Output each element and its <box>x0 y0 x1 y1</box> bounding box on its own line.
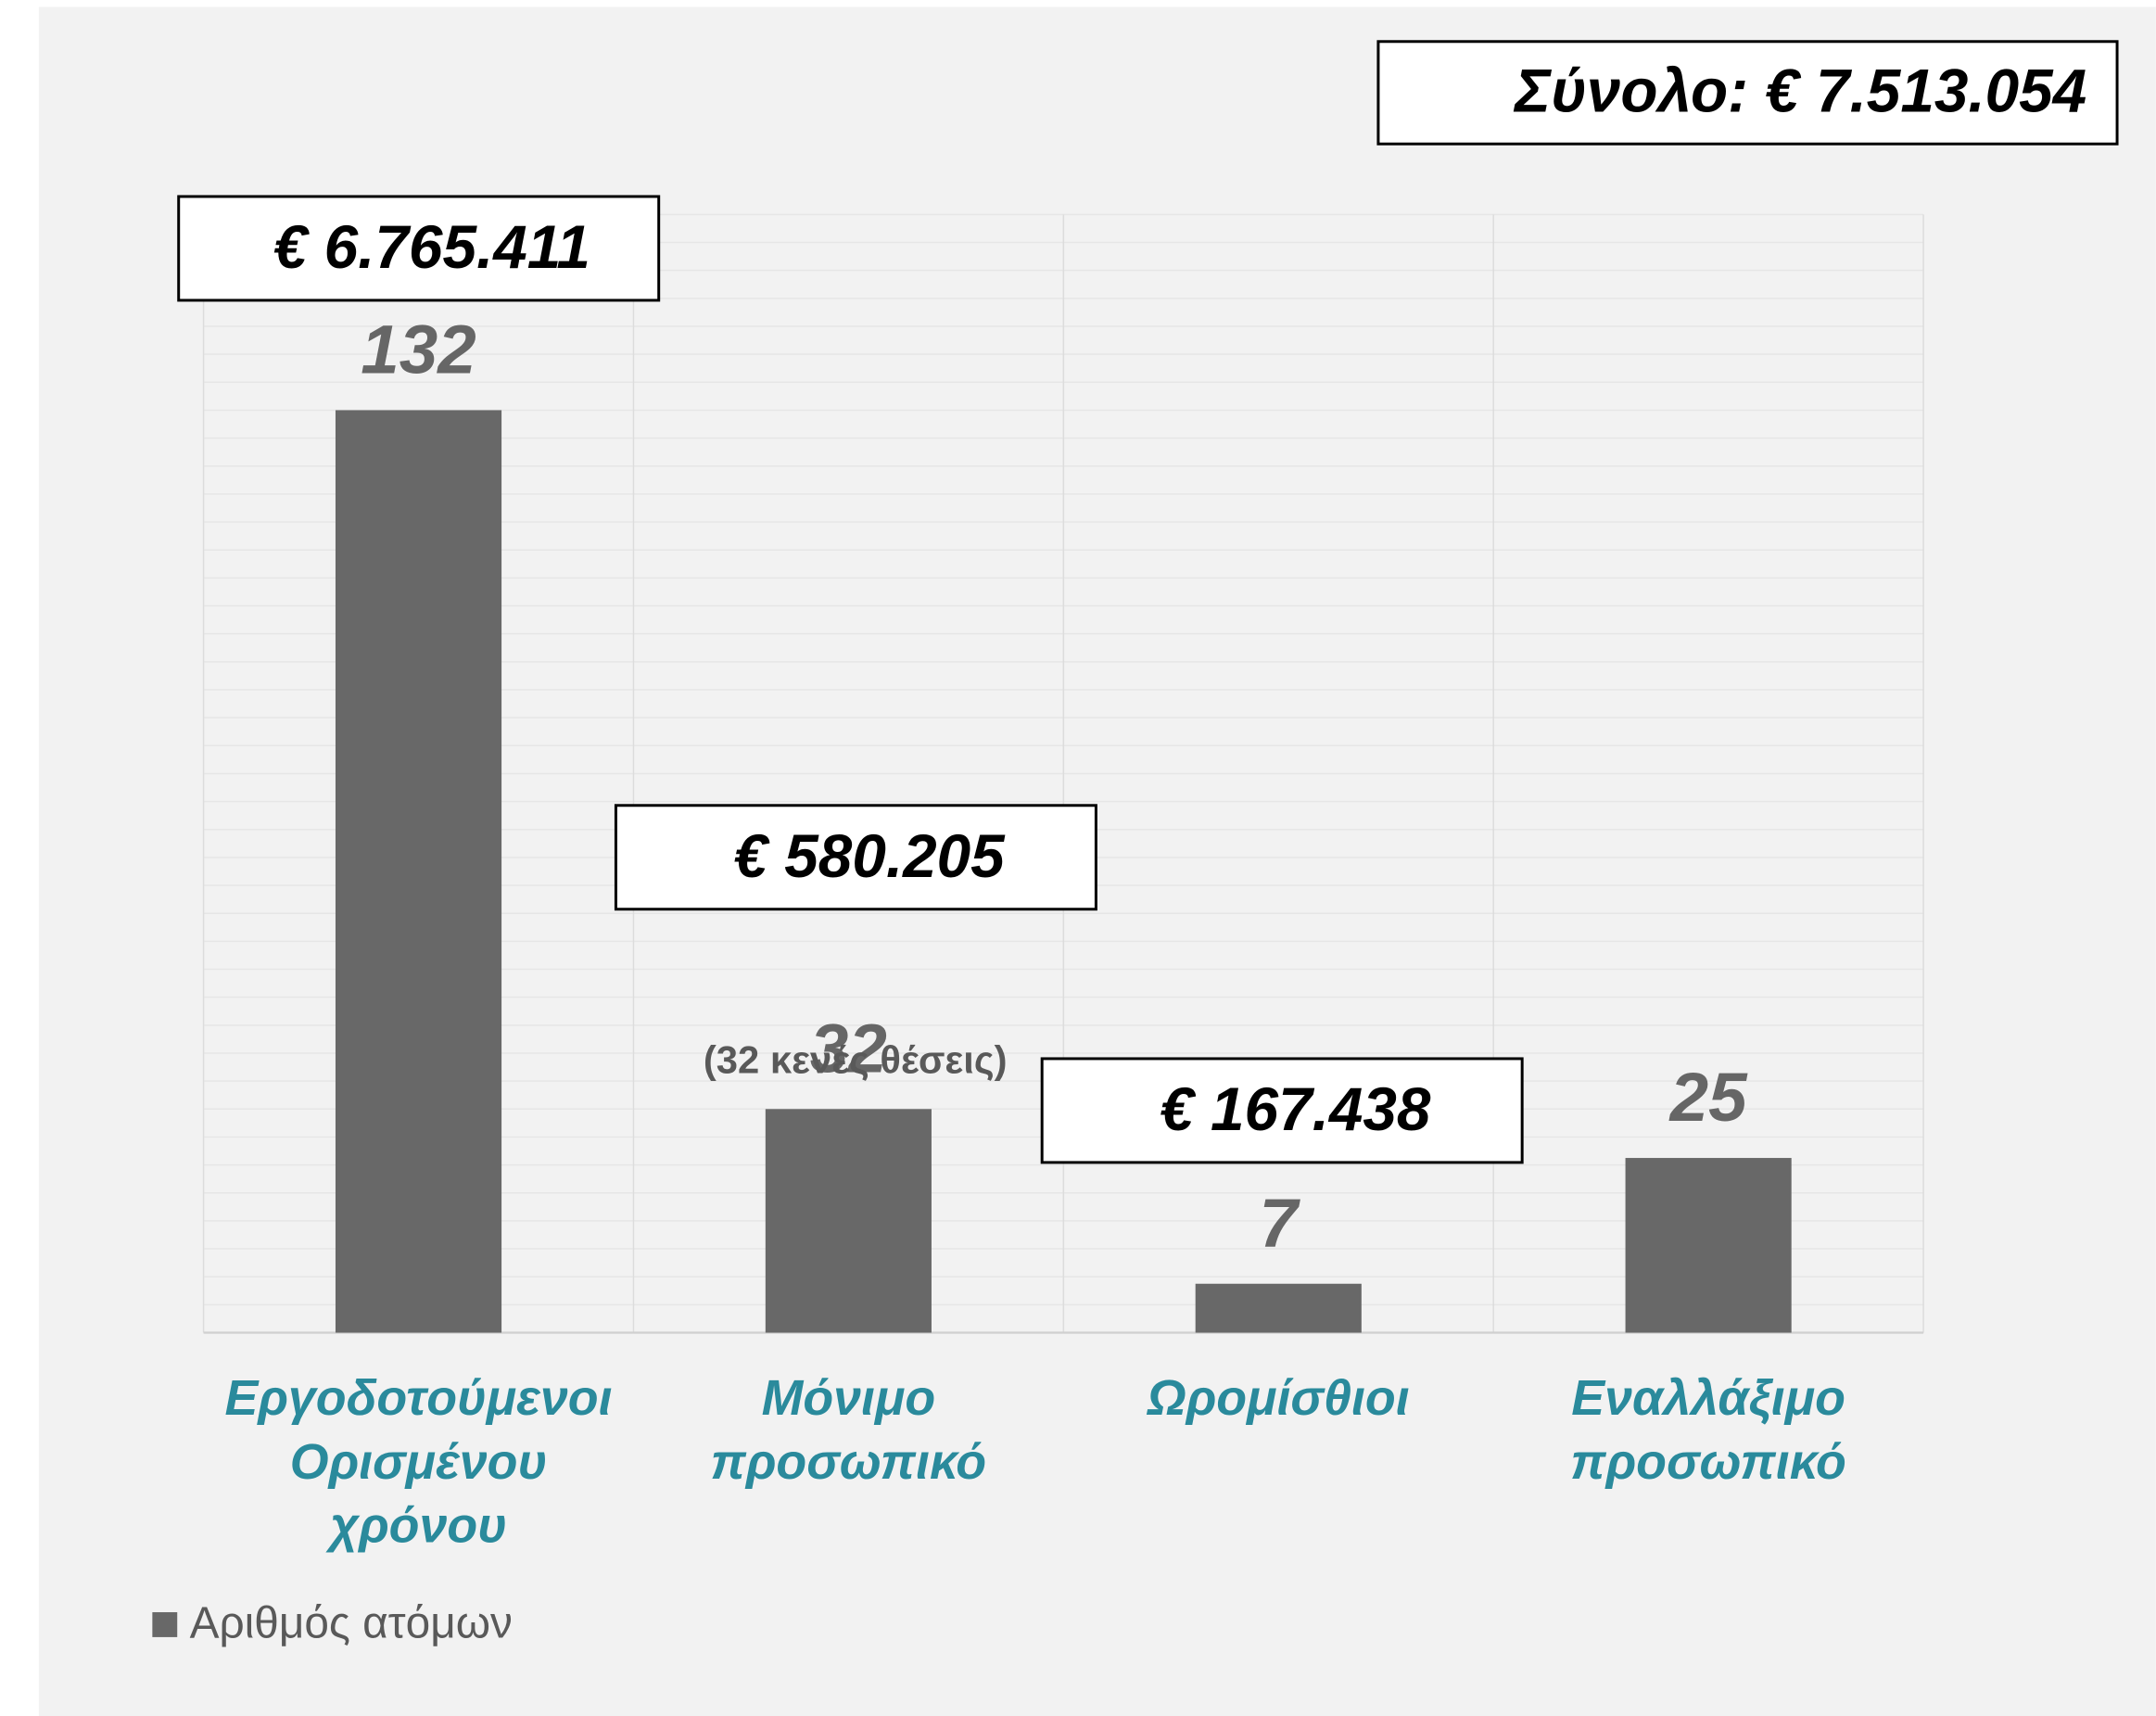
x-tick-label: Εναλλάξιμο προσωπικό <box>1570 1370 1845 1490</box>
x-tick-label-line: προσωπικό <box>1570 1434 1845 1490</box>
x-tick-label-line: Ορισμένου <box>290 1434 547 1490</box>
bar <box>765 1109 932 1333</box>
data-label: 32 <box>810 1009 887 1087</box>
legend-label: Αριθμός ατόμων <box>190 1599 513 1648</box>
total-box <box>1376 40 2119 146</box>
bar <box>335 410 502 1333</box>
data-label: 132 <box>361 310 476 388</box>
annotation-box <box>614 804 1097 911</box>
total-label: Σύνολο: € 7.513.054 <box>1513 57 2086 124</box>
x-tick-label: Εργοδοτούμενοι Ορισμένου χρόνου <box>225 1370 613 1553</box>
bar <box>1195 1283 1362 1333</box>
x-tick-label-line: Ωρομίσθιοι <box>1147 1370 1410 1426</box>
x-tick-label-line: Μόνιμο <box>762 1370 936 1426</box>
x-tick-label: Ωρομίσθιοι <box>1147 1370 1410 1426</box>
annotation: € 580.205 <box>734 822 1007 890</box>
annotation: € 167.438 <box>1160 1075 1431 1143</box>
annotation-box <box>1040 1057 1524 1164</box>
annotation: € 6.765.411 <box>273 213 590 281</box>
data-label: 7 <box>1260 1184 1301 1262</box>
x-tick-label-line: Εναλλάξιμο <box>1571 1370 1845 1426</box>
bar <box>1625 1158 1792 1333</box>
note: (32 κενές θέσεις) <box>704 1037 1008 1081</box>
annotation-box <box>177 195 661 302</box>
x-tick-label-line: προσωπικό <box>711 1434 986 1490</box>
legend-swatch <box>152 1612 178 1637</box>
marks <box>335 410 1792 1333</box>
x-tick-label-line: χρόνου <box>325 1498 507 1554</box>
x-tick-label: Μόνιμο προσωπικό <box>711 1370 986 1490</box>
x-tick-label-line: Εργοδοτούμενοι <box>225 1370 613 1426</box>
data-label: 25 <box>1668 1058 1749 1136</box>
